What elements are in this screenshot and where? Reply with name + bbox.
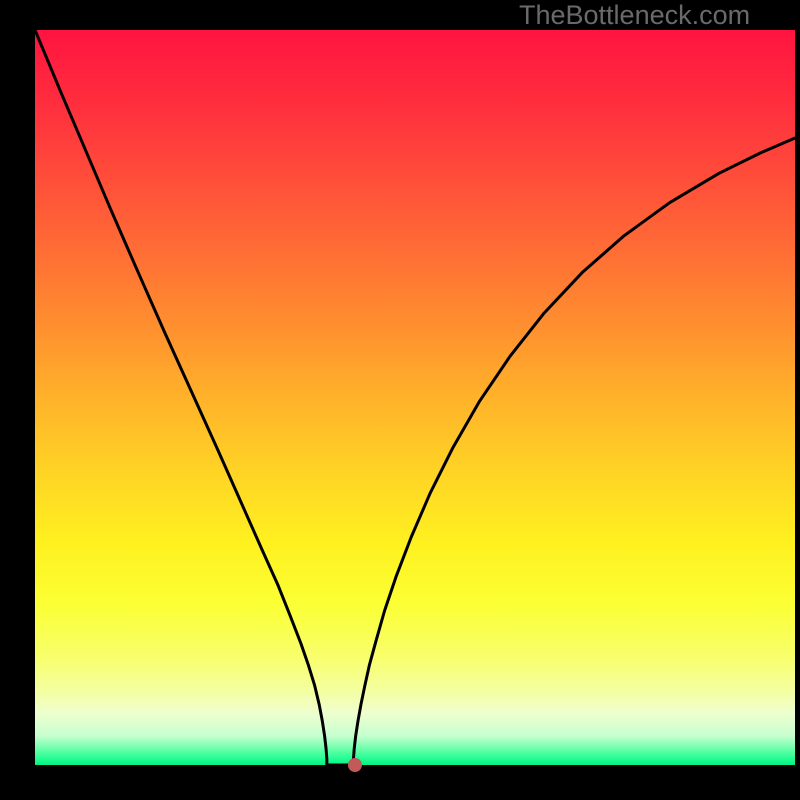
chart-svg <box>0 0 800 800</box>
watermark-text: TheBottleneck.com <box>519 0 750 31</box>
optimal-point-marker <box>348 758 362 772</box>
bottleneck-curve <box>35 30 795 765</box>
